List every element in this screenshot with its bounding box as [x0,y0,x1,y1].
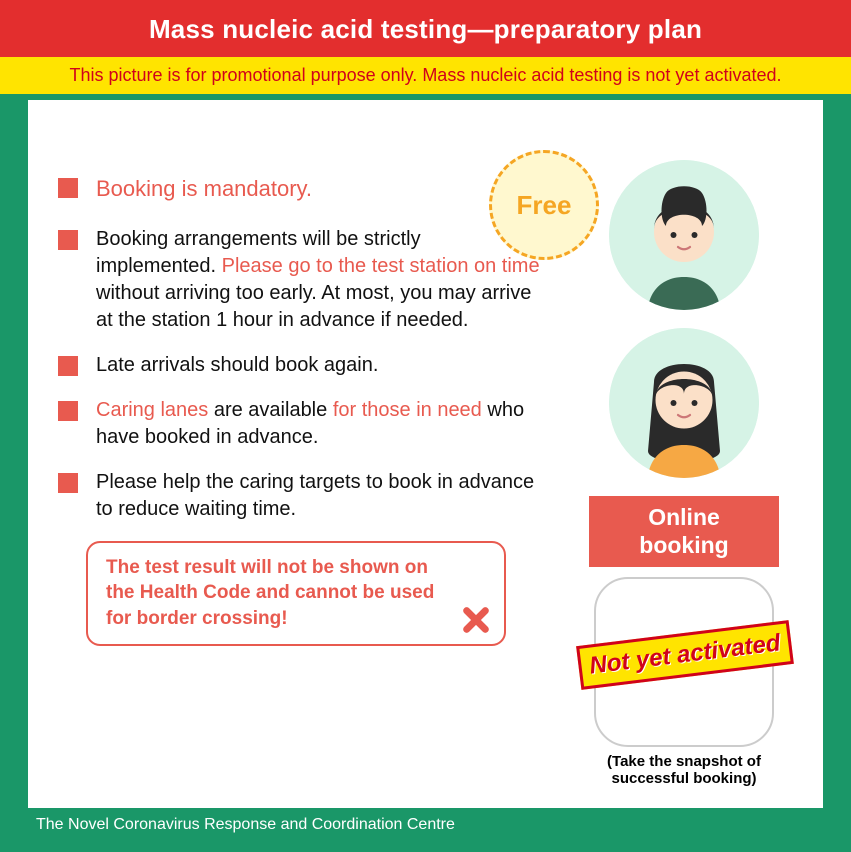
bullet-text: Please go to the test station on time [222,255,540,277]
bullet-item: Caring lanes are available for those in … [52,397,542,451]
header-title: Mass nucleic acid testing—preparatory pl… [149,14,702,44]
bullet-item: Booking arrangements will be strictly im… [52,226,542,334]
bullet-text: Late arrivals should book again. [96,354,378,376]
bullet-item: Late arrivals should book again. [52,352,542,379]
footer-bar: The Novel Coronavirus Response and Coord… [28,808,823,842]
snapshot-caption: (Take the snapshot of successful booking… [569,753,799,787]
disclaimer-bar: This picture is for promotional purpose … [0,57,851,94]
header-bar: Mass nucleic acid testing—preparatory pl… [0,0,851,57]
bullet-text: Please help the caring targets to book i… [96,471,534,520]
online-booking-badge: Online booking [589,496,779,567]
bullet-text: for those in need [333,399,488,421]
warning-text: The test result will not be shown on the… [106,557,434,629]
qr-placeholder: Not yet activated [594,577,774,747]
white-page: Free Booking is mandatory.Booking arrang… [28,100,823,808]
online-booking-line2: booking [589,532,779,560]
bullet-text: are available [214,399,333,421]
not-activated-overlay: Not yet activated [576,620,794,690]
bullet-item: Booking is mandatory. [52,174,542,204]
bullet-text: Booking is mandatory. [96,176,312,201]
girl-avatar [609,328,759,478]
content-area: Free Booking is mandatory.Booking arrang… [52,160,799,798]
right-column: Online booking Not yet activated (Take t… [569,160,799,787]
warning-box: The test result will not be shown on the… [86,541,506,646]
poster-frame: Mass nucleic acid testing—preparatory pl… [0,0,851,852]
bullet-item: Please help the caring targets to book i… [52,469,542,523]
cross-icon [462,606,490,634]
footer-text: The Novel Coronavirus Response and Coord… [36,816,455,833]
bullet-text: without arriving too early. At most, you… [96,282,531,331]
boy-avatar [609,160,759,310]
disclaimer-text: This picture is for promotional purpose … [69,65,781,85]
online-booking-line1: Online [589,504,779,532]
bullet-text: Caring lanes [96,399,214,421]
not-activated-text: Not yet activated [588,630,782,680]
bullet-column: Booking is mandatory. Booking arrangement… [52,160,542,646]
